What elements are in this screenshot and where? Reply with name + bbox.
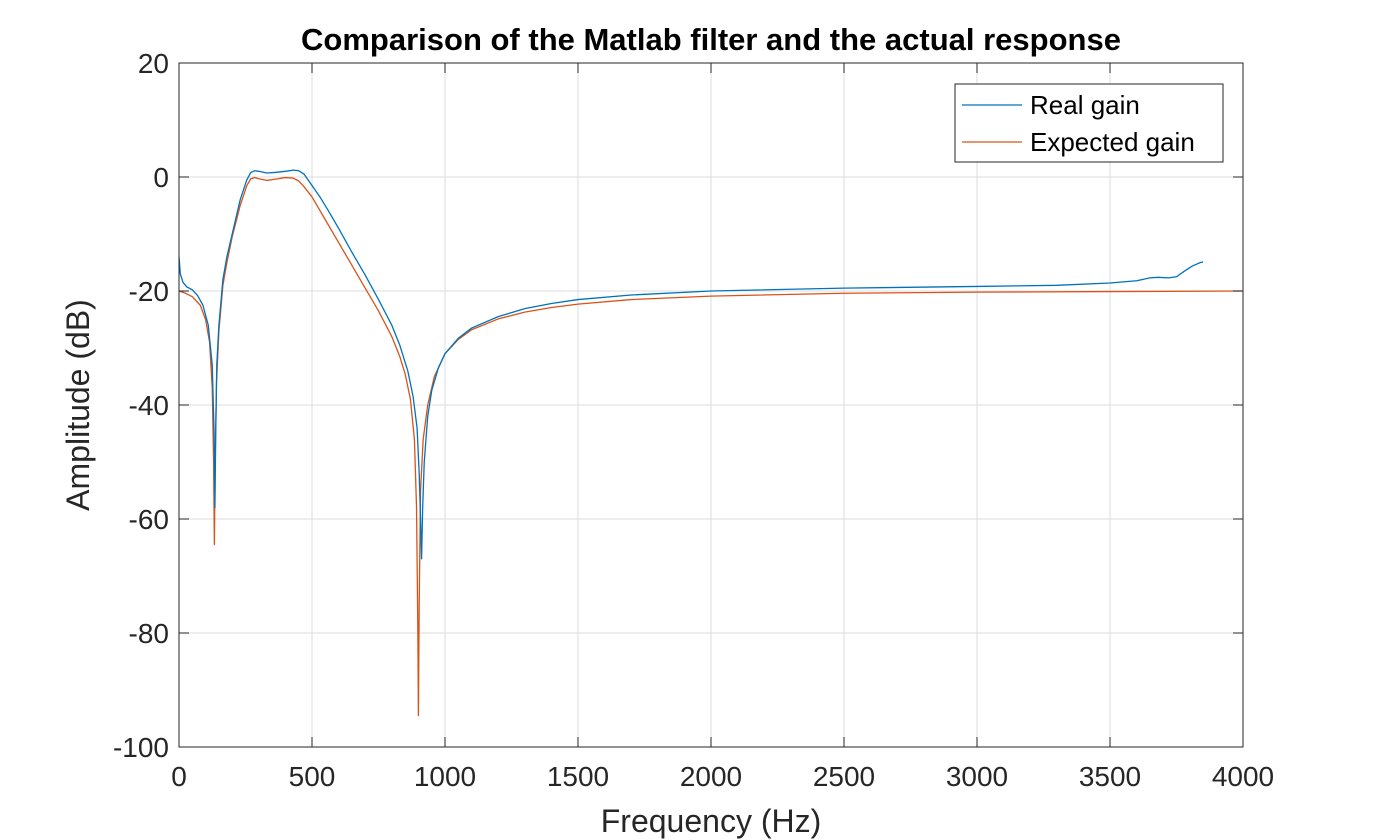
y-tick-label: -60 — [129, 504, 169, 535]
series-line-real-gain — [178, 169, 1204, 560]
x-tick-label: 2500 — [813, 761, 875, 792]
x-axis-label: Frequency (Hz) — [601, 803, 822, 839]
x-tick-label: 4000 — [1212, 761, 1274, 792]
x-tick-label: 1000 — [414, 761, 476, 792]
x-tick-label: 3500 — [1079, 761, 1141, 792]
legend: Real gain Expected gain — [954, 83, 1224, 163]
x-tick-label: 0 — [171, 761, 187, 792]
y-axis-label: Amplitude (dB) — [60, 299, 96, 511]
y-tick-label: -40 — [129, 390, 169, 421]
y-tick-label: 0 — [153, 162, 169, 193]
x-tick-label: 3000 — [946, 761, 1008, 792]
legend-box — [954, 83, 1224, 163]
legend-label-real-gain: Real gain — [1030, 90, 1140, 120]
y-tick-label: 20 — [138, 48, 169, 79]
x-tick-label: 1500 — [547, 761, 609, 792]
y-tick-label: -20 — [129, 276, 169, 307]
y-tick-label: -80 — [129, 618, 169, 649]
x-tick-label: 500 — [289, 761, 336, 792]
legend-label-expected-gain: Expected gain — [1030, 127, 1195, 157]
chart-title: Comparison of the Matlab filter and the … — [301, 22, 1121, 57]
ticks: 0 500 1000 1500 2000 2500 3000 3500 4000 -100 -80 -… — [113, 48, 1274, 792]
y-tick-label: -100 — [113, 732, 169, 763]
series-layer — [178, 169, 1244, 717]
x-tick-label: 2000 — [680, 761, 742, 792]
